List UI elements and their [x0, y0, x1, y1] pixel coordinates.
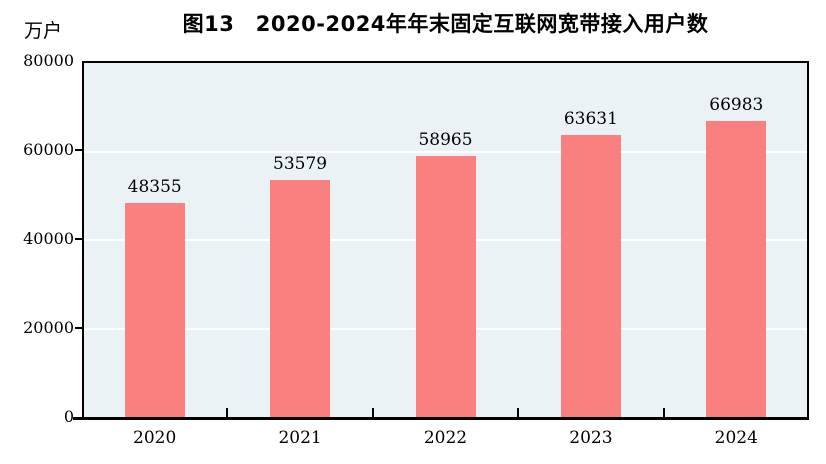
- x-tick-label: 2021: [278, 428, 322, 448]
- plot-area: [82, 61, 809, 420]
- gridline: [84, 150, 807, 153]
- y-tick-label: 40000: [23, 229, 74, 248]
- bar: [560, 135, 621, 417]
- chart-title: 图13 2020-2024年年末固定互联网宽带接入用户数: [182, 12, 709, 36]
- x-tick-mark: [226, 408, 229, 417]
- y-tick-mark: [75, 327, 83, 329]
- bar: [706, 121, 767, 417]
- x-tick-mark: [371, 408, 374, 417]
- x-tick-label: 2022: [423, 428, 468, 448]
- bar: [270, 180, 331, 417]
- y-tick-label: 20000: [23, 318, 74, 337]
- bar-value-label: 48355: [127, 177, 182, 197]
- y-tick-label: 0: [63, 407, 74, 426]
- bar: [124, 203, 185, 417]
- x-tick-mark: [662, 408, 665, 417]
- bar-value-label: 66983: [709, 95, 764, 115]
- y-tick-label: 80000: [23, 51, 74, 70]
- y-axis-unit-label: 万户: [24, 20, 63, 42]
- y-tick-mark: [75, 149, 83, 151]
- x-tick-label: 2023: [569, 428, 613, 448]
- bar-value-label: 63631: [563, 109, 618, 129]
- y-tick-mark: [73, 417, 82, 420]
- x-tick-label: 2024: [714, 428, 758, 448]
- y-tick-label: 60000: [23, 140, 74, 159]
- bar-value-label: 58965: [418, 130, 473, 150]
- bar-value-label: 53579: [273, 154, 328, 174]
- bar: [415, 156, 476, 417]
- x-tick-mark: [517, 408, 520, 417]
- y-tick-mark: [75, 238, 83, 240]
- x-tick-label: 2020: [133, 428, 177, 448]
